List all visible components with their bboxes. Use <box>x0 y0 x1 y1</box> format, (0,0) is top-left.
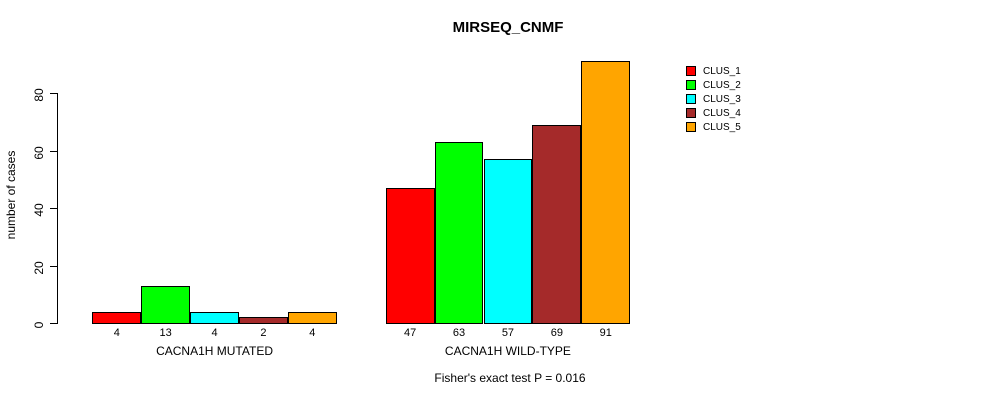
bar-clus_1 <box>92 311 142 324</box>
legend-label: CLUS_4 <box>703 107 741 119</box>
legend-swatch-clus_4 <box>686 108 696 119</box>
bar-clus_2 <box>434 141 484 324</box>
y-axis-tick <box>50 93 57 94</box>
y-axis-tick <box>50 265 57 267</box>
legend-swatch-clus_5 <box>686 122 696 133</box>
legend-label: CLUS_3 <box>703 93 741 105</box>
y-axis-title-text: number of cases <box>4 150 18 240</box>
bar-value-label: 4 <box>211 327 218 339</box>
bar-value-label: 13 <box>159 327 172 339</box>
y-axis-tick <box>50 208 57 209</box>
bar-clus_1 <box>385 187 435 324</box>
bar-clus_4 <box>532 124 582 324</box>
legend-item: CLUS_2 <box>686 79 741 91</box>
y-axis-tick-label-text: 80 <box>32 88 46 102</box>
fisher-test-annotation: Fisher's exact test P = 0.016 <box>434 371 586 385</box>
y-axis-tick-label-text: 20 <box>32 260 46 275</box>
bar-value-label: 57 <box>501 327 515 339</box>
y-axis-tick-label-text: 40 <box>32 203 46 217</box>
bar-clus_2 <box>141 285 191 324</box>
bar-clus_5 <box>287 311 337 324</box>
bar-clus_5 <box>581 61 631 324</box>
bar-clus_3 <box>190 311 239 324</box>
legend-item: CLUS_1 <box>686 65 741 77</box>
y-axis-tick <box>50 323 57 324</box>
bar-value-label: 69 <box>550 327 563 339</box>
bar-value-label: 2 <box>260 327 267 339</box>
legend: CLUS_1 CLUS_2 CLUS_3 CLUS_4 CLUS_5 <box>686 65 756 140</box>
legend-item: CLUS_4 <box>686 107 741 119</box>
bar-value-label: 47 <box>404 327 417 339</box>
bar-value-label: 4 <box>309 327 316 339</box>
legend-swatch-clus_2 <box>686 80 696 91</box>
legend-label: CLUS_1 <box>703 65 741 77</box>
y-axis-tick-label-text: 60 <box>32 145 46 160</box>
y-axis-tick <box>50 150 57 152</box>
legend-swatch-clus_3 <box>686 94 696 105</box>
bar-clus_4 <box>239 317 288 324</box>
legend-item: CLUS_3 <box>686 93 741 105</box>
x-axis-group-label: CACNA1H MUTATED <box>156 344 273 358</box>
chart-title: MIRSEQ_CNMF <box>452 19 564 36</box>
bar-clus_3 <box>483 159 533 324</box>
bar-value-label: 4 <box>113 327 120 339</box>
legend-item: CLUS_5 <box>686 121 741 133</box>
x-axis-group-label: CACNA1H WILD-TYPE <box>444 344 571 358</box>
legend-label: CLUS_2 <box>703 79 741 91</box>
bar-value-label: 91 <box>599 327 612 339</box>
y-axis-tick-label-text: 0 <box>32 321 46 329</box>
legend-label: CLUS_5 <box>703 121 741 133</box>
y-axis-line <box>57 93 58 324</box>
legend-swatch-clus_1 <box>686 66 696 76</box>
bar-value-label: 63 <box>452 327 466 339</box>
